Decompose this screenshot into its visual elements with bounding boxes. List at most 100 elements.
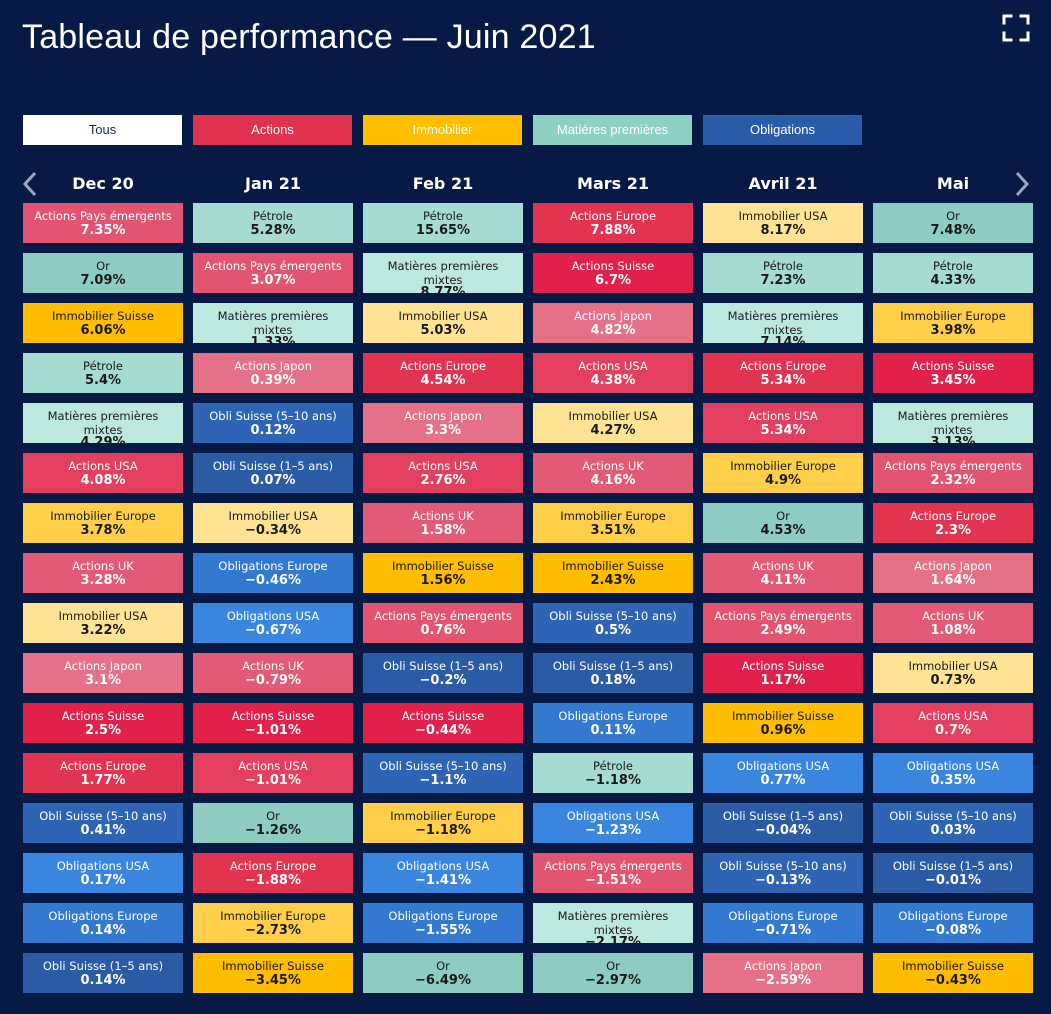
performance-cell[interactable]: Actions Europe 2.3% (873, 503, 1033, 543)
performance-cell[interactable]: Immobilier Europe 4.9% (703, 453, 863, 493)
filter-matieres-premieres[interactable]: Matières premières (533, 115, 692, 145)
performance-cell[interactable]: Pétrole 4.33% (873, 253, 1033, 293)
performance-cell[interactable]: Or 7.48% (873, 203, 1033, 243)
performance-cell[interactable]: Obligations USA 0.17% (23, 853, 183, 893)
filter-obligations[interactable]: Obligations (703, 115, 862, 145)
performance-cell[interactable]: Pétrole −1.18% (533, 753, 693, 793)
chevron-right-icon[interactable] (1010, 170, 1034, 198)
performance-cell[interactable]: Pétrole 5.4% (23, 353, 183, 393)
performance-cell[interactable]: Or −1.26% (193, 803, 353, 843)
performance-cell[interactable]: Actions UK 4.11% (703, 553, 863, 593)
performance-cell[interactable]: Actions USA 5.34% (703, 403, 863, 443)
chevron-left-icon[interactable] (18, 170, 42, 198)
performance-cell[interactable]: Obligations Europe −0.08% (873, 903, 1033, 943)
performance-cell[interactable]: Actions Suisse −0.44% (363, 703, 523, 743)
performance-cell[interactable]: Immobilier Europe −2.73% (193, 903, 353, 943)
performance-cell[interactable]: Actions Japon 4.82% (533, 303, 693, 343)
performance-cell[interactable]: Obli Suisse (1–5 ans) 0.14% (23, 953, 183, 993)
performance-cell[interactable]: Or 4.53% (703, 503, 863, 543)
filter-tous[interactable]: Tous (23, 115, 182, 145)
performance-cell[interactable]: Actions Pays émergents 0.76% (363, 603, 523, 643)
performance-cell[interactable]: Actions Suisse 3.45% (873, 353, 1033, 393)
filter-actions[interactable]: Actions (193, 115, 352, 145)
performance-cell[interactable]: Actions USA 4.08% (23, 453, 183, 493)
performance-cell[interactable]: Actions Japon −2.59% (703, 953, 863, 993)
performance-cell[interactable]: Actions Suisse 1.17% (703, 653, 863, 693)
performance-cell[interactable]: Immobilier Suisse 2.43% (533, 553, 693, 593)
performance-cell[interactable]: Actions Pays émergents 2.32% (873, 453, 1033, 493)
performance-cell[interactable]: Obligations USA 0.77% (703, 753, 863, 793)
performance-cell[interactable]: Matières premières mixtes 1.33% (193, 303, 353, 343)
filter-immobilier[interactable]: Immobilier (363, 115, 522, 145)
performance-cell[interactable]: Matières premières mixtes 7.14% (703, 303, 863, 343)
performance-cell[interactable]: Actions USA −1.01% (193, 753, 353, 793)
performance-cell[interactable]: Obli Suisse (5–10 ans) 0.5% (533, 603, 693, 643)
performance-cell[interactable]: Immobilier Suisse 1.56% (363, 553, 523, 593)
performance-cell[interactable]: Immobilier Europe 3.98% (873, 303, 1033, 343)
performance-cell[interactable]: Actions UK 4.16% (533, 453, 693, 493)
performance-cell[interactable]: Matières premières mixtes −2.17% (533, 903, 693, 943)
performance-cell[interactable]: Immobilier Suisse −3.45% (193, 953, 353, 993)
performance-cell[interactable]: Pétrole 7.23% (703, 253, 863, 293)
performance-cell[interactable]: Immobilier USA 4.27% (533, 403, 693, 443)
performance-cell[interactable]: Actions Pays émergents 3.07% (193, 253, 353, 293)
performance-cell[interactable]: Obligations Europe 0.14% (23, 903, 183, 943)
performance-cell[interactable]: Immobilier USA 5.03% (363, 303, 523, 343)
performance-cell[interactable]: Matières premières mixtes 8.77% (363, 253, 523, 293)
performance-cell[interactable]: Immobilier USA −0.34% (193, 503, 353, 543)
performance-cell[interactable]: Actions UK 1.58% (363, 503, 523, 543)
performance-cell[interactable]: Actions Europe 5.34% (703, 353, 863, 393)
performance-cell[interactable]: Pétrole 5.28% (193, 203, 353, 243)
performance-cell[interactable]: Immobilier Europe 3.78% (23, 503, 183, 543)
performance-cell[interactable]: Obli Suisse (1–5 ans) −0.2% (363, 653, 523, 693)
performance-cell[interactable]: Immobilier USA 0.73% (873, 653, 1033, 693)
performance-cell[interactable]: Obli Suisse (5–10 ans) 0.03% (873, 803, 1033, 843)
performance-cell[interactable]: Actions Japon 3.3% (363, 403, 523, 443)
performance-cell[interactable]: Pétrole 15.65% (363, 203, 523, 243)
performance-cell[interactable]: Immobilier Suisse −0.43% (873, 953, 1033, 993)
performance-cell[interactable]: Actions Japon 1.64% (873, 553, 1033, 593)
performance-cell[interactable]: Actions Europe 1.77% (23, 753, 183, 793)
performance-cell[interactable]: Immobilier Europe 3.51% (533, 503, 693, 543)
performance-cell[interactable]: Obli Suisse (1–5 ans) 0.07% (193, 453, 353, 493)
performance-cell[interactable]: Obli Suisse (5–10 ans) 0.41% (23, 803, 183, 843)
performance-cell[interactable]: Obligations Europe −0.71% (703, 903, 863, 943)
performance-cell[interactable]: Actions Europe −1.88% (193, 853, 353, 893)
performance-cell[interactable]: Immobilier Europe −1.18% (363, 803, 523, 843)
performance-cell[interactable]: Obli Suisse (1–5 ans) −0.01% (873, 853, 1033, 893)
performance-cell[interactable]: Actions Pays émergents 2.49% (703, 603, 863, 643)
performance-cell[interactable]: Or −2.97% (533, 953, 693, 993)
performance-cell[interactable]: Obligations Europe −0.46% (193, 553, 353, 593)
performance-cell[interactable]: Obli Suisse (5–10 ans) −1.1% (363, 753, 523, 793)
performance-cell[interactable]: Or 7.09% (23, 253, 183, 293)
performance-cell[interactable]: Obli Suisse (5–10 ans) −0.13% (703, 853, 863, 893)
performance-cell[interactable]: Matières premières mixtes 3.13% (873, 403, 1033, 443)
performance-cell[interactable]: Actions Europe 7.88% (533, 203, 693, 243)
performance-cell[interactable]: Actions Japon 0.39% (193, 353, 353, 393)
performance-cell[interactable]: Obligations USA −0.67% (193, 603, 353, 643)
performance-cell[interactable]: Obligations Europe 0.11% (533, 703, 693, 743)
performance-cell[interactable]: Matières premières mixtes 4.29% (23, 403, 183, 443)
performance-cell[interactable]: Actions UK −0.79% (193, 653, 353, 693)
performance-cell[interactable]: Actions UK 3.28% (23, 553, 183, 593)
performance-cell[interactable]: Obligations Europe −1.55% (363, 903, 523, 943)
performance-cell[interactable]: Actions Europe 4.54% (363, 353, 523, 393)
performance-cell[interactable]: Actions Pays émergents −1.51% (533, 853, 693, 893)
performance-cell[interactable]: Actions USA 2.76% (363, 453, 523, 493)
performance-cell[interactable]: Actions Pays émergents 7.35% (23, 203, 183, 243)
performance-cell[interactable]: Or −6.49% (363, 953, 523, 993)
performance-cell[interactable]: Immobilier Suisse 0.96% (703, 703, 863, 743)
performance-cell[interactable]: Actions Suisse −1.01% (193, 703, 353, 743)
performance-cell[interactable]: Obligations USA 0.35% (873, 753, 1033, 793)
performance-cell[interactable]: Actions USA 0.7% (873, 703, 1033, 743)
performance-cell[interactable]: Obligations USA −1.23% (533, 803, 693, 843)
performance-cell[interactable]: Actions Suisse 6.7% (533, 253, 693, 293)
performance-cell[interactable]: Obli Suisse (5–10 ans) 0.12% (193, 403, 353, 443)
performance-cell[interactable]: Obli Suisse (1–5 ans) 0.18% (533, 653, 693, 693)
performance-cell[interactable]: Immobilier Suisse 6.06% (23, 303, 183, 343)
performance-cell[interactable]: Immobilier USA 8.17% (703, 203, 863, 243)
performance-cell[interactable]: Actions UK 1.08% (873, 603, 1033, 643)
performance-cell[interactable]: Actions Suisse 2.5% (23, 703, 183, 743)
performance-cell[interactable]: Obli Suisse (1–5 ans) −0.04% (703, 803, 863, 843)
performance-cell[interactable]: Actions USA 4.38% (533, 353, 693, 393)
